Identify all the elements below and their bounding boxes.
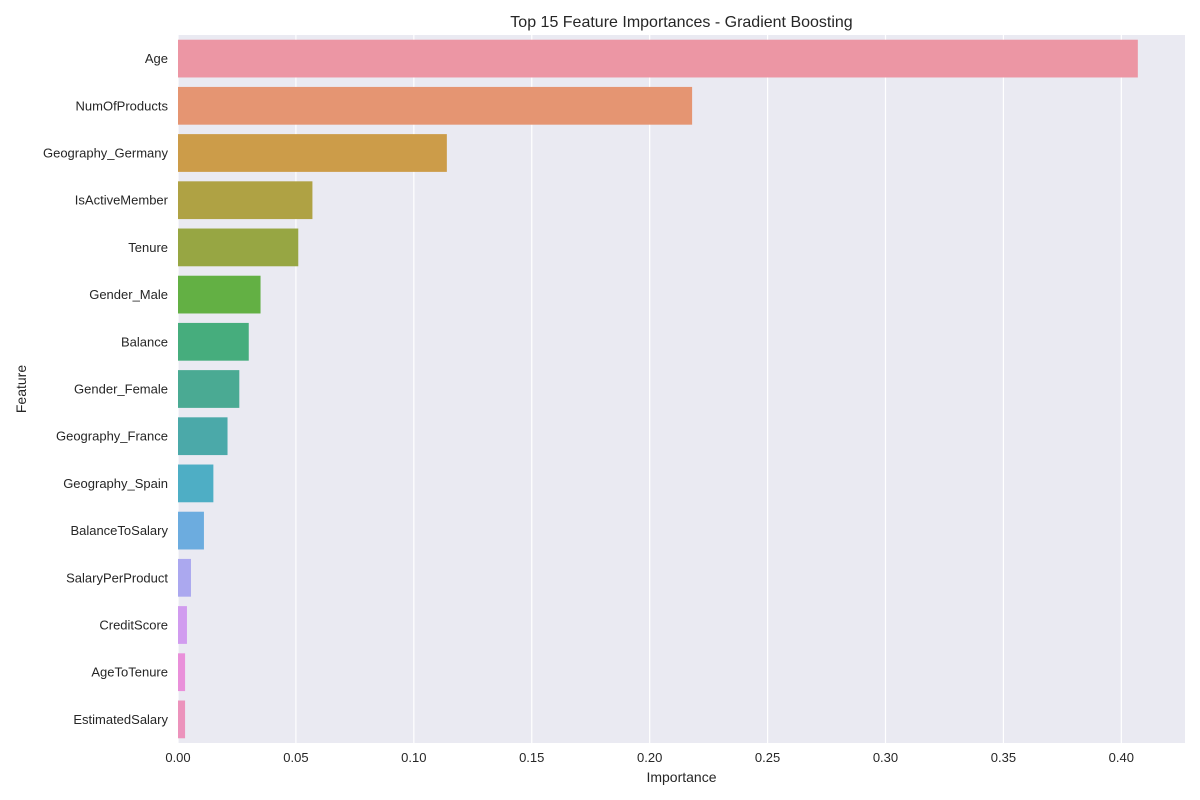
- y-tick-label: Geography_Germany: [43, 146, 169, 161]
- x-tick-label: 0.25: [755, 750, 780, 765]
- bar-tenure: [178, 228, 299, 267]
- y-tick-label: CreditScore: [99, 618, 168, 633]
- y-tick-label: Balance: [121, 334, 168, 349]
- bars: [178, 39, 1138, 739]
- bar-geography-spain: [178, 464, 214, 503]
- y-tick-labels: Age NumOfProducts Geography_Germany IsActiv…: [43, 51, 169, 727]
- bar-gender-female: [178, 370, 240, 408]
- y-tick-label: BalanceToSalary: [70, 523, 168, 538]
- y-tick-label: Tenure: [128, 240, 168, 255]
- y-tick-label: Geography_Spain: [63, 476, 168, 491]
- y-tick-label: Age: [145, 51, 168, 66]
- y-tick-label: IsActiveMember: [75, 193, 169, 208]
- bar-salaryperproduct: [178, 558, 191, 597]
- bar-geography-france: [178, 417, 228, 456]
- bar-geography-germany: [178, 134, 447, 172]
- chart-title: Top 15 Feature Importances - Gradient Bo…: [510, 14, 852, 31]
- bar-isactivemember: [178, 181, 313, 220]
- y-tick-label: NumOfProducts: [76, 98, 169, 113]
- x-tick-label: 0.05: [283, 750, 308, 765]
- bar-agetotenure: [178, 653, 186, 692]
- x-tick-label: 0.30: [873, 750, 898, 765]
- bar-age: [178, 39, 1138, 78]
- y-tick-label: AgeToTenure: [91, 665, 168, 680]
- bar-numofproducts: [178, 86, 693, 125]
- x-tick-label: 0.00: [165, 750, 190, 765]
- bar-estimatedsalary: [178, 700, 186, 739]
- bar-gender-male: [178, 275, 261, 314]
- x-tick-label: 0.15: [519, 750, 544, 765]
- y-tick-label: Gender_Female: [74, 382, 168, 397]
- y-axis-label: Feature: [13, 365, 29, 413]
- bar-balancetosalary: [178, 511, 204, 550]
- bar-creditscore: [178, 606, 187, 644]
- x-tick-label: 0.40: [1109, 750, 1134, 765]
- y-tick-label: Geography_France: [56, 429, 168, 444]
- x-tick-label: 0.35: [991, 750, 1016, 765]
- bar-balance: [178, 322, 249, 361]
- y-tick-label: Gender_Male: [89, 287, 168, 302]
- y-tick-label: SalaryPerProduct: [66, 570, 168, 585]
- x-tick-labels: 0.00 0.05 0.10 0.15 0.20 0.25 0.30 0.35 0.40: [165, 750, 1134, 765]
- x-axis-label: Importance: [646, 769, 716, 785]
- x-tick-label: 0.10: [401, 750, 426, 765]
- x-tick-label: 0.20: [637, 750, 662, 765]
- y-tick-label: EstimatedSalary: [73, 712, 168, 727]
